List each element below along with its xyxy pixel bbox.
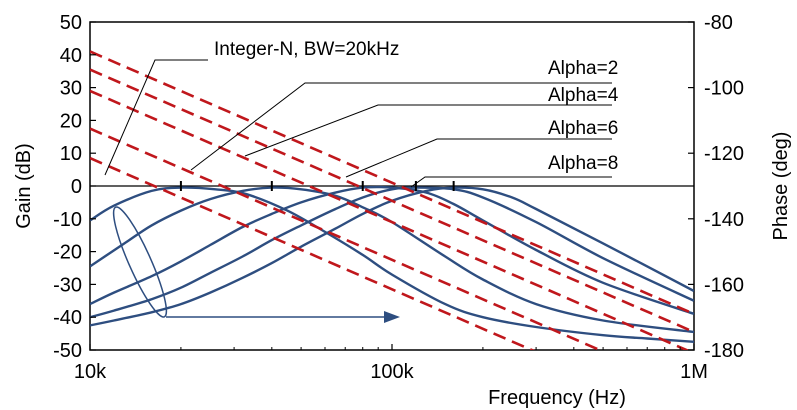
phase-curve-4 [90, 186, 694, 319]
annotation-label-5: Alpha=8 [548, 153, 618, 174]
left-y-axis-label: Gain (dB) [13, 143, 35, 229]
right-y-tick-label: -160 [704, 274, 744, 296]
left-y-tick-label: -50 [53, 340, 82, 362]
phase-group-ellipse [112, 206, 168, 318]
axis-ticks: 50 40 30 20 10 0 -10 -20 -30 -40 -50 -80 -100 -120 -14… [53, 12, 744, 383]
left-y-tick-label: 40 [60, 45, 82, 67]
left-y-tick-label: 0 [71, 176, 82, 198]
gain-curves [90, 50, 694, 350]
annotation-leader-2 [190, 82, 612, 171]
bandwidth-markers [179, 181, 455, 191]
gain-curve-1 [90, 156, 535, 350]
annotation-leader-4 [345, 138, 612, 178]
annotation-label-4: Alpha=6 [548, 118, 618, 139]
x-tick-label: 10k [74, 361, 107, 383]
annotation-leader-5 [410, 176, 612, 188]
phase-curve-1 [90, 186, 694, 343]
phase-curve-2 [90, 186, 694, 334]
left-y-tick-label: -40 [53, 307, 82, 329]
annotation-leader-1 [104, 59, 208, 176]
right-y-tick-label: -140 [704, 209, 744, 231]
annotation-label-2: Alpha=2 [548, 58, 618, 79]
phase-curves-indicator [112, 206, 400, 323]
phase-axis-arrow-head [384, 311, 400, 323]
left-y-tick-label: 10 [60, 143, 82, 165]
left-y-tick-label: 30 [60, 78, 82, 100]
left-y-tick-label: -20 [53, 242, 82, 264]
annotation-label-1: Integer-N, BW=20kHz [214, 39, 399, 60]
left-y-tick-label: -10 [53, 209, 82, 231]
phase-curve-5 [90, 186, 694, 327]
left-y-tick-label: -30 [53, 274, 82, 296]
annotation-leader-3 [244, 104, 612, 157]
left-y-tick-label: 20 [60, 110, 82, 132]
left-y-tick-label: 50 [60, 12, 82, 34]
annotations: Integer-N, BW=20kHz Alpha=2 Alpha=4 Alpha=6… [104, 39, 619, 188]
right-y-tick-label: -100 [704, 78, 744, 100]
phase-curves [90, 185, 694, 343]
x-tick-label: 100k [370, 361, 414, 383]
right-y-axis-label: Phase (deg) [770, 132, 792, 241]
x-axis-label: Frequency (Hz) [488, 387, 626, 409]
annotation-label-3: Alpha=4 [548, 85, 619, 106]
right-y-tick-label: -80 [704, 12, 733, 34]
right-y-tick-label: -180 [704, 340, 744, 362]
right-y-tick-label: -120 [704, 143, 744, 165]
x-tick-label: 1M [680, 361, 708, 383]
gain-curve-5 [90, 50, 694, 316]
gain-curve-2 [90, 127, 603, 350]
phase-curve-3 [90, 185, 694, 316]
gain-curve-3 [90, 89, 690, 350]
gain-curve-4 [90, 68, 694, 334]
